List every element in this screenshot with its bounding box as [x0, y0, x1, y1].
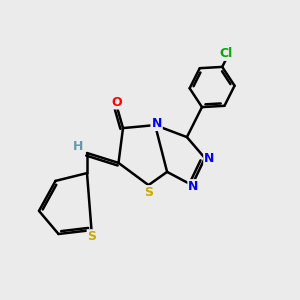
Text: N: N — [204, 152, 214, 165]
Text: Cl: Cl — [220, 47, 233, 60]
Text: S: S — [145, 186, 154, 199]
Text: N: N — [152, 117, 162, 130]
Text: N: N — [188, 180, 199, 193]
Text: H: H — [73, 140, 83, 154]
Text: S: S — [88, 230, 97, 243]
Text: O: O — [111, 95, 122, 109]
